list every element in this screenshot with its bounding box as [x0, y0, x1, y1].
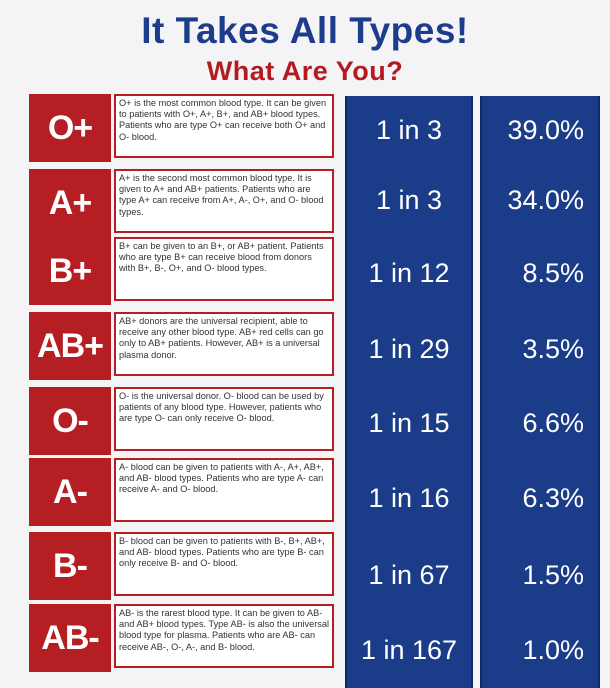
blood-type-description: O- is the universal donor. O- blood can … [114, 387, 334, 451]
percent-cell: 1.0% [522, 634, 584, 665]
blood-type-description: A- blood can be given to patients with A… [114, 458, 334, 522]
percent-cell: 34.0% [507, 184, 584, 215]
blood-type-description: AB- is the rarest blood type. It can be … [114, 604, 334, 668]
blood-type-description: B- blood can be given to patients with B… [114, 532, 334, 596]
ratio-column: 1 in 3 1 in 3 1 in 12 1 in 29 1 in 15 1 … [345, 96, 473, 688]
ratio-cell: 1 in 67 [368, 559, 450, 590]
page-title: It Takes All Types! [141, 10, 469, 51]
blood-type-row-o-neg: O- O- is the universal donor. O- blood c… [29, 387, 338, 455]
percent-cell: 39.0% [507, 114, 584, 145]
blood-type-description: B+ can be given to an B+, or AB+ patient… [114, 237, 334, 301]
percent-cell: 3.5% [522, 333, 584, 364]
percent-column: 39.0% 34.0% 8.5% 3.5% 6.6% 6.3% 1.5% 1.0… [480, 96, 600, 688]
blood-type-description: A+ is the second most common blood type.… [114, 169, 334, 233]
ratio-cell: 1 in 29 [368, 333, 450, 364]
blood-type-label: B+ [29, 237, 111, 305]
blood-type-row-ab-pos: AB+ AB+ donors are the universal recipie… [29, 312, 338, 380]
percent-cell: 6.3% [522, 482, 584, 513]
ratio-cell: 1 in 167 [360, 634, 458, 665]
blood-type-row-b-pos: B+ B+ can be given to an B+, or AB+ pati… [29, 237, 338, 305]
blood-type-label: B- [29, 532, 111, 600]
ratio-cell: 1 in 3 [375, 114, 443, 145]
blood-type-row-a-pos: A+ A+ is the second most common blood ty… [29, 169, 338, 237]
percent-cell: 1.5% [522, 559, 584, 590]
blood-type-label: O+ [29, 94, 111, 162]
blood-type-row-ab-neg: AB- AB- is the rarest blood type. It can… [29, 604, 338, 672]
ratio-cell: 1 in 15 [368, 407, 450, 438]
blood-type-row-o-pos: O+ O+ is the most common blood type. It … [29, 94, 338, 162]
blood-type-label: AB+ [29, 312, 111, 380]
blood-type-description: AB+ donors are the universal recipient, … [114, 312, 334, 376]
blood-type-label: A+ [29, 169, 111, 237]
blood-type-label: A- [29, 458, 111, 526]
blood-type-row-b-neg: B- B- blood can be given to patients wit… [29, 532, 338, 600]
ratio-cell: 1 in 3 [375, 184, 443, 215]
blood-type-label: O- [29, 387, 111, 455]
percent-cell: 8.5% [522, 257, 584, 288]
ratio-cell: 1 in 12 [368, 257, 450, 288]
blood-type-label: AB- [29, 604, 111, 672]
ratio-cell: 1 in 16 [368, 482, 450, 513]
blood-type-row-a-neg: A- A- blood can be given to patients wit… [29, 458, 338, 526]
percent-cell: 6.6% [522, 407, 584, 438]
blood-type-description: O+ is the most common blood type. It can… [114, 94, 334, 158]
page-subtitle: What Are You? [206, 56, 404, 86]
